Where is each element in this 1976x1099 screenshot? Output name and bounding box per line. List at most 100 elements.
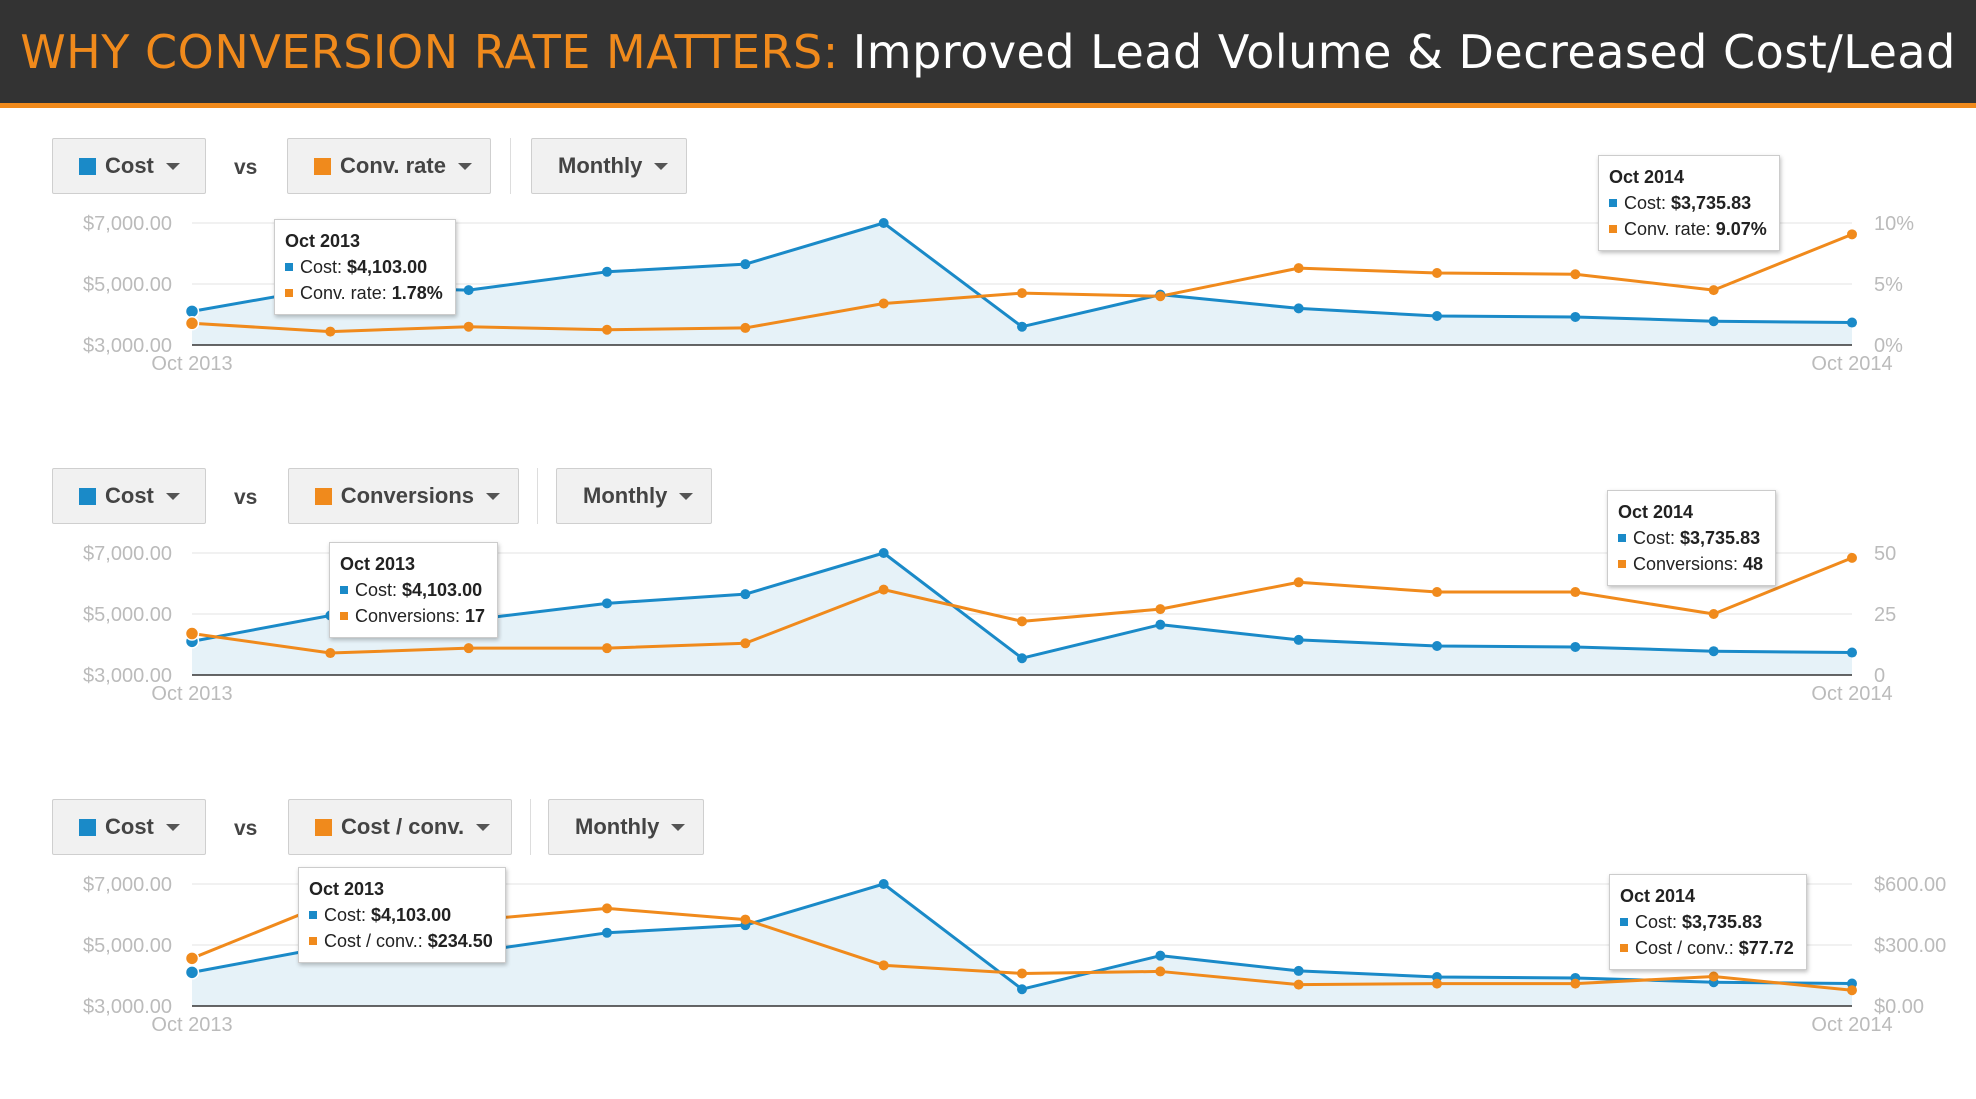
vs-label: vs (234, 817, 258, 840)
cost-legend-icon (1609, 199, 1617, 207)
chart-canvas: $7,000.00 $5,000.00 $3,000.00 50 25 0 Oct 2013… (83, 543, 1896, 705)
tooltip-metric-value: 17 (465, 606, 486, 626)
tooltip-cost-label: Cost: (1624, 193, 1667, 213)
period-label: Monthly (575, 814, 660, 839)
x-axis-end-label: Oct 2014 (1811, 1014, 1892, 1036)
cost-legend-icon (340, 586, 348, 594)
left-axis-tick-label: $5,000.00 (83, 274, 172, 296)
metric-data-point (1708, 609, 1719, 619)
tooltip-cost-value: $4,103.00 (371, 905, 452, 925)
metric-data-point (463, 321, 474, 332)
cost-swatch-icon (79, 157, 96, 175)
left-axis-tick-label: $7,000.00 (83, 543, 172, 565)
metric-swatch-icon (315, 487, 332, 505)
left-axis-tick-label: $5,000.00 (83, 935, 172, 957)
vs-label: vs (234, 156, 258, 179)
right-axis-tick-label: 10% (1874, 213, 1914, 235)
right-axis-tick-label: 5% (1874, 274, 1903, 296)
secondary-metric-dropdown[interactable]: Cost / conv. (288, 799, 512, 855)
left-axis-tick-label: $3,000.00 (83, 665, 172, 687)
cost-data-point (184, 304, 200, 319)
period-dropdown[interactable]: Monthly (531, 138, 687, 194)
x-axis-start-label: Oct 2013 (151, 353, 232, 375)
chevron-down-icon (654, 162, 669, 170)
tooltip-end: Oct 2014 Cost: $3,735.83 Conversions: 48 (1607, 490, 1777, 586)
chevron-down-icon (457, 162, 472, 170)
x-axis-start-label: Oct 2013 (151, 1014, 232, 1036)
cost-area (192, 223, 1852, 345)
tooltip-start: Oct 2013 Cost: $4,103.00 Conv. rate: 1.78% (274, 219, 456, 315)
cost-data-point (602, 598, 612, 609)
tooltip-metric-label: Cost / conv.: (324, 931, 423, 951)
right-axis-tick-label: $0.00 (1874, 996, 1924, 1018)
tooltip-title: Oct 2014 (1618, 502, 1694, 522)
metric-data-point (740, 322, 751, 333)
period-dropdown[interactable]: Monthly (556, 468, 712, 524)
left-axis-tick-label: $7,000.00 (83, 874, 172, 896)
tooltip-title: Oct 2013 (309, 879, 385, 899)
metric-legend-icon (340, 612, 348, 620)
tooltip-title: Oct 2013 (340, 554, 416, 574)
tooltip-cost-value: $3,735.83 (1671, 193, 1752, 213)
x-axis-end-label: Oct 2014 (1811, 683, 1892, 705)
chart-panel-conv-rate: Cost vs Conv. rate Monthly $7,000.00 $5,0… (0, 138, 1976, 438)
primary-metric-dropdown[interactable]: Cost (52, 468, 206, 524)
cost-legend-icon (1620, 918, 1628, 926)
metric-legend-icon (1618, 560, 1626, 568)
period-label: Monthly (583, 483, 668, 508)
metric-data-point (184, 316, 200, 331)
cost-data-point (1155, 950, 1166, 961)
chart-panel-cost-per-conv: Cost vs Cost / conv. Monthly $7,000.00 $5… (0, 799, 1976, 1099)
metric-legend-icon (285, 289, 293, 297)
secondary-metric-dropdown[interactable]: Conv. rate (287, 138, 491, 194)
secondary-metric-dropdown[interactable]: Conversions (288, 468, 519, 524)
tooltip-cost-value: $3,735.83 (1680, 528, 1761, 548)
tooltip-cost-label: Cost: (324, 905, 367, 925)
tooltip-title: Oct 2014 (1620, 886, 1696, 906)
metric-data-point (463, 643, 474, 654)
metric-data-point (1155, 966, 1166, 977)
primary-metric-dropdown[interactable]: Cost (52, 799, 206, 855)
tooltip-cost-label: Cost: (300, 257, 343, 277)
metric-data-point (1847, 229, 1857, 240)
tooltip-metric-value: $234.50 (427, 931, 493, 951)
primary-metric-label: Cost (105, 483, 154, 508)
primary-metric-label: Cost (105, 153, 154, 178)
cost-data-point (1432, 641, 1442, 652)
chart-canvas: $7,000.00 $5,000.00 $3,000.00 $600.00 $300.0… (83, 874, 1946, 1036)
tooltip-start: Oct 2013 Cost: $4,103.00 Conversions: 17 (329, 542, 499, 638)
metric-legend-icon (1609, 225, 1617, 233)
tooltip-end: Oct 2014 Cost: $3,735.83 Conv. rate: 9.07% (1598, 155, 1780, 251)
metric-data-point (602, 324, 612, 335)
metric-data-point (1155, 291, 1166, 302)
right-axis-tick-label: 50 (1874, 543, 1896, 565)
page-header: WHY CONVERSION RATE MATTERS: Improved Le… (0, 0, 1976, 108)
cost-data-point (184, 965, 200, 980)
period-dropdown[interactable]: Monthly (548, 799, 704, 855)
metric-data-point (1432, 587, 1442, 598)
x-axis-start-label: Oct 2013 (151, 683, 232, 705)
metric-data-point (1293, 979, 1304, 990)
tooltip-cost-value: $4,103.00 (347, 257, 428, 277)
chevron-down-icon (476, 823, 491, 831)
header-title-rest: Improved Lead Volume & Decreased Cost/Le… (852, 24, 1956, 79)
metric-data-point (740, 638, 751, 649)
tooltip-cost-value: $4,103.00 (402, 580, 483, 600)
cost-data-point (1293, 634, 1304, 645)
tooltip-metric-label: Conversions: (355, 606, 461, 626)
metric-data-point (184, 626, 200, 641)
tooltip-cost-label: Cost: (1635, 912, 1678, 932)
cost-data-point (1847, 317, 1857, 328)
tooltip-metric-label: Conv. rate: (300, 283, 387, 303)
cost-data-point (878, 218, 889, 228)
metric-data-point (1432, 978, 1442, 989)
toolbar-divider (530, 799, 531, 855)
metric-data-point (878, 298, 889, 309)
primary-metric-dropdown[interactable]: Cost (52, 138, 206, 194)
metric-data-point (740, 914, 751, 925)
tooltip-metric-value: 48 (1743, 554, 1764, 574)
period-label: Monthly (558, 153, 643, 178)
secondary-metric-label: Conversions (340, 483, 474, 508)
cost-data-point (878, 879, 889, 889)
right-axis-tick-label: 0 (1874, 665, 1885, 687)
